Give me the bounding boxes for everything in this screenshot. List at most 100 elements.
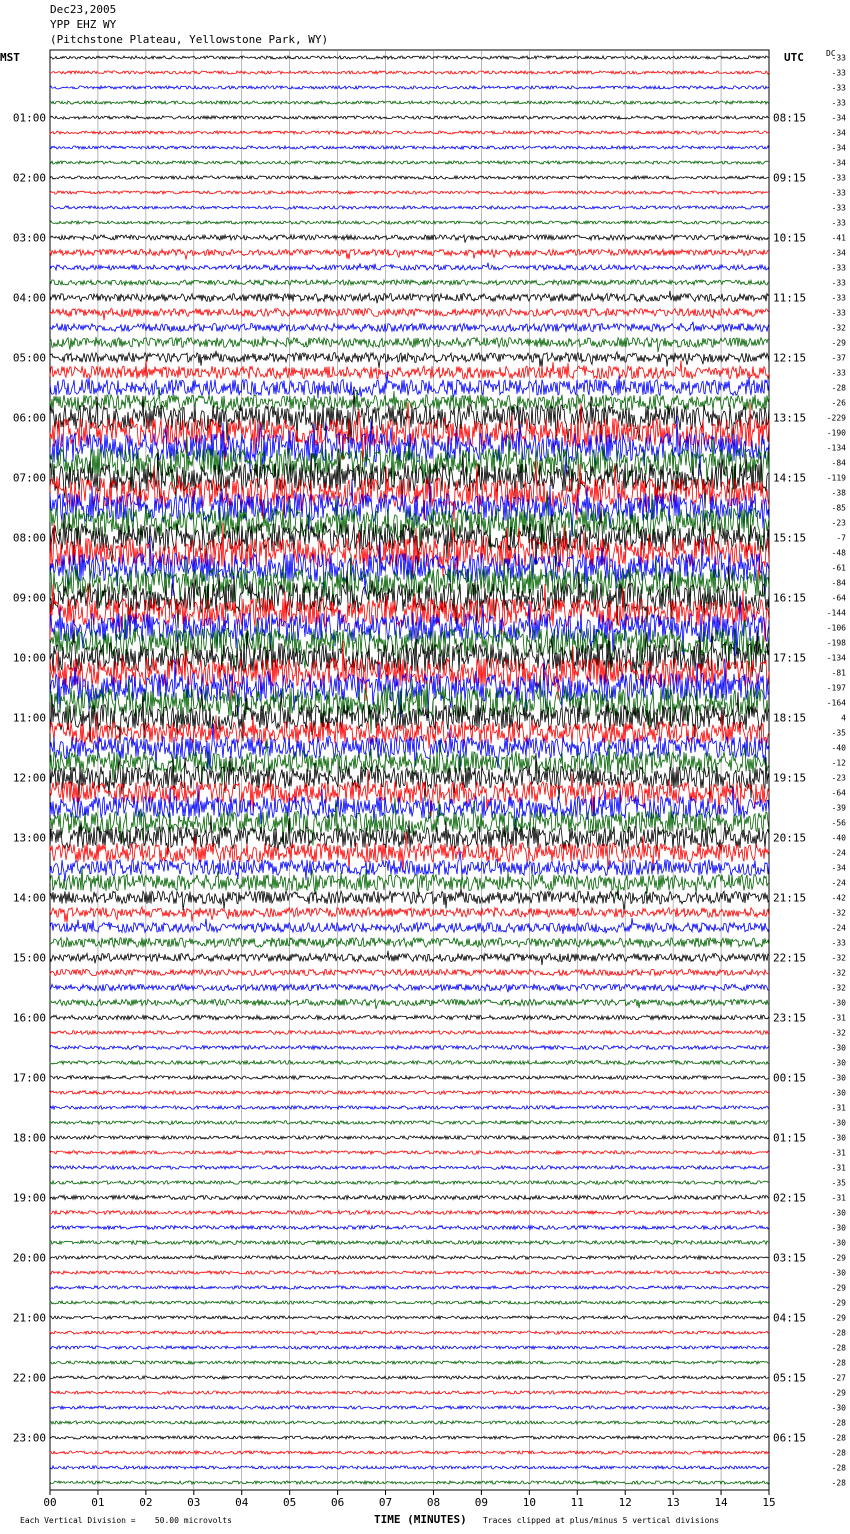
- dc-offset-label: -33: [832, 189, 847, 198]
- trace-row: [49, 1374, 770, 1381]
- trace-row: [49, 535, 770, 599]
- dc-offset-label: -29: [832, 1254, 847, 1263]
- right-hour-label: 21:15: [773, 892, 806, 905]
- trace-row: [49, 129, 770, 136]
- right-hour-label: 01:15: [773, 1132, 806, 1145]
- x-tick-label: 12: [619, 1496, 632, 1509]
- trace-row: [49, 640, 770, 703]
- dc-offset-label: -30: [832, 1074, 847, 1083]
- trace-row: [49, 1359, 770, 1366]
- trace-row: [49, 596, 770, 657]
- trace-row: [49, 626, 770, 686]
- dc-offset-label: -34: [832, 114, 847, 123]
- dc-offset-label: -37: [832, 354, 847, 363]
- dc-offset-label: -33: [832, 99, 847, 108]
- trace-row: [49, 204, 770, 211]
- trace-row: [49, 1314, 770, 1321]
- dc-offset-label: -32: [832, 984, 847, 993]
- right-hour-label: 19:15: [773, 772, 806, 785]
- trace-row: [49, 448, 770, 509]
- dc-offset-label: -30: [832, 1134, 847, 1143]
- dc-offset-label: -33: [832, 84, 847, 93]
- trace-row: [49, 1344, 770, 1351]
- dc-offset-label: -24: [832, 849, 847, 858]
- dc-offset-label: -33: [832, 54, 847, 63]
- trace-row: [49, 1149, 770, 1156]
- x-tick-label: 13: [667, 1496, 680, 1509]
- x-tick-label: 07: [379, 1496, 392, 1509]
- dc-offset-label: -64: [832, 594, 847, 603]
- left-hour-label: 08:00: [13, 532, 46, 545]
- dc-offset-label: -30: [832, 1269, 847, 1278]
- left-hour-label: 18:00: [13, 1132, 46, 1145]
- left-hour-label: 05:00: [13, 352, 46, 365]
- right-hour-label: 17:15: [773, 652, 806, 665]
- x-tick-label: 00: [43, 1496, 56, 1509]
- trace-row: [49, 850, 770, 882]
- dc-offset-label: -39: [832, 804, 847, 813]
- left-hour-label: 20:00: [13, 1252, 46, 1265]
- dc-offset-label: -12: [832, 759, 847, 768]
- dc-offset-label: -28: [832, 1464, 847, 1473]
- dc-offset-label: -26: [832, 399, 847, 408]
- right-hour-label: 23:15: [773, 1012, 806, 1025]
- dc-offset-label: -33: [832, 174, 847, 183]
- right-hour-label: 16:15: [773, 592, 806, 605]
- trace-row: [49, 262, 770, 272]
- right-hour-label: 06:15: [773, 1432, 806, 1445]
- dc-offset-label: -198: [827, 639, 846, 648]
- right-axis-label: UTC: [784, 51, 804, 64]
- trace-row: [49, 1434, 770, 1441]
- dc-offset-label: -24: [832, 924, 847, 933]
- trace-row: [49, 613, 770, 673]
- dc-offset-label: -85: [832, 504, 847, 513]
- dc-offset-label: -29: [832, 1314, 847, 1323]
- dc-offset-label: -42: [832, 894, 847, 903]
- dc-offset-label: 4: [841, 714, 846, 723]
- trace-row: [49, 174, 770, 181]
- left-hour-label: 12:00: [13, 772, 46, 785]
- dc-offset-label: -28: [832, 1479, 847, 1488]
- dc-label: DC: [826, 49, 836, 58]
- left-hour-label: 15:00: [13, 952, 46, 965]
- trace-row: [49, 769, 770, 817]
- left-hour-label: 23:00: [13, 1432, 46, 1445]
- trace-row: [49, 371, 770, 399]
- right-hour-label: 09:15: [773, 172, 806, 185]
- dc-offset-label: -28: [832, 1449, 847, 1458]
- x-tick-label: 04: [235, 1496, 249, 1509]
- trace-row: [49, 675, 770, 734]
- dc-offset-label: -28: [832, 384, 847, 393]
- x-tick-label: 14: [714, 1496, 728, 1509]
- dc-offset-label: -38: [832, 489, 847, 498]
- trace-row: [49, 1464, 770, 1471]
- x-tick-label: 01: [91, 1496, 104, 1509]
- trace-row: [49, 983, 770, 993]
- left-hour-label: 07:00: [13, 472, 46, 485]
- trace-row: [49, 815, 770, 855]
- trace-row: [49, 114, 770, 121]
- trace-row: [49, 1194, 770, 1201]
- dc-offset-label: -30: [832, 1089, 847, 1098]
- trace-row: [49, 689, 770, 744]
- trace-row: [49, 84, 770, 91]
- dc-offset-label: -35: [832, 729, 847, 738]
- dc-offset-label: -30: [832, 1059, 847, 1068]
- trace-row: [49, 1059, 770, 1066]
- trace-row: [49, 1044, 770, 1051]
- dc-offset-label: -64: [832, 789, 847, 798]
- dc-offset-label: -34: [832, 144, 847, 153]
- left-hour-label: 21:00: [13, 1312, 46, 1325]
- left-hour-label: 10:00: [13, 652, 46, 665]
- left-hour-label: 01:00: [13, 112, 46, 125]
- right-hour-label: 11:15: [773, 292, 806, 305]
- trace-row: [49, 1419, 770, 1426]
- left-hour-label: 04:00: [13, 292, 46, 305]
- dc-offset-label: -190: [827, 429, 846, 438]
- dc-offset-label: -61: [832, 564, 847, 573]
- chart-station: YPP EHZ WY: [50, 18, 117, 31]
- right-hour-label: 03:15: [773, 1252, 806, 1265]
- trace-row: [49, 219, 770, 226]
- dc-offset-label: -197: [827, 684, 846, 693]
